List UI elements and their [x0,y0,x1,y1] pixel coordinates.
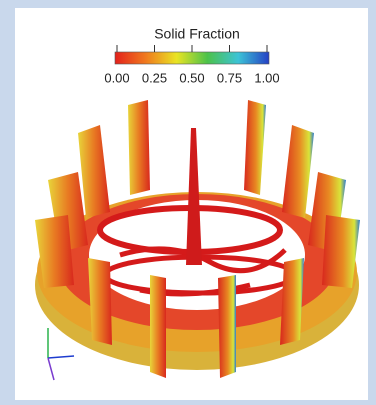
blade [150,275,166,378]
legend-title: Solid Fraction [154,26,240,42]
colorbar-tick-label: 0.75 [217,70,242,85]
colorbar-tick-label: 0.50 [179,70,204,85]
colorbar [115,52,269,64]
colorbar-tick-label: 1.00 [254,70,279,85]
blade [218,275,236,378]
colorbar-tick-label: 0.00 [104,70,129,85]
blade [128,100,150,195]
page: {"legend": {"title": "Solid Fraction", "… [0,0,376,405]
figure: Solid Fraction 0.00 0.25 0.50 0.75 1.00 [0,0,376,405]
colorbar-tick-label: 0.25 [142,70,167,85]
